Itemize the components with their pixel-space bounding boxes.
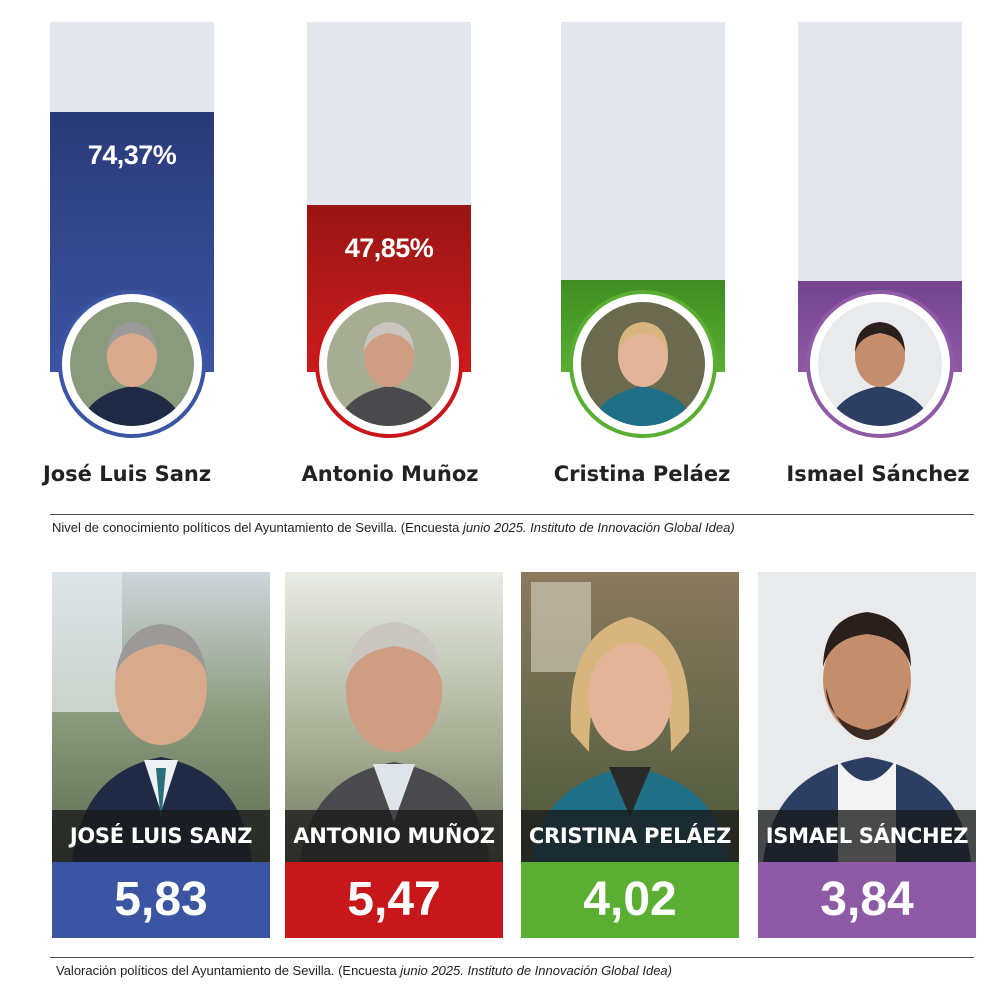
candidate-portrait [315,290,463,438]
caption-source: junio 2025. Instituto de Innovación Glob… [400,963,672,978]
candidate-name-banner: ANTONIO MUÑOZ [285,810,503,862]
candidate-name-label: Antonio Muñoz [301,462,479,486]
rating-score: 5,83 [52,862,270,938]
bar-column: 26,32% [561,0,725,470]
candidate-card: CRISTINA PELÁEZ 4,02 [521,572,739,938]
candidate-face [818,302,942,426]
chart-caption: Valoración políticos del Ayuntamiento de… [56,963,672,978]
candidate-face [70,302,194,426]
candidate-name-banner: ISMAEL SÁNCHEZ [758,810,976,862]
candidate-face [327,302,451,426]
caption-source: junio 2025. Instituto de Innovación Glob… [462,520,735,535]
candidate-name-label: Ismael Sánchez [786,462,970,486]
candidate-portrait [58,290,206,438]
candidate-card: JOSÉ LUIS SANZ 5,83 [52,572,270,938]
bar-column: 74,37% [50,0,214,470]
candidate-name-banner: JOSÉ LUIS SANZ [52,810,270,862]
bar-column: 25,94% [798,0,962,470]
candidate-name-label: Cristina Peláez [553,462,731,486]
bar-value-label: 74,37% [87,140,177,170]
rating-score: 5,47 [285,862,503,938]
divider [50,514,974,515]
bar-column: 47,85% [307,0,471,470]
chart-caption: Nivel de conocimiento políticos del Ayun… [52,520,735,535]
candidate-name-banner: CRISTINA PELÁEZ [521,810,739,862]
candidate-face [581,302,705,426]
bar-value-label: 47,85% [344,233,434,263]
candidate-name-label: José Luis Sanz [42,462,212,486]
divider [50,957,974,958]
caption-text: Nivel de conocimiento políticos del Ayun… [52,520,463,535]
caption-text: Valoración políticos del Ayuntamiento de… [56,963,401,978]
rating-score: 3,84 [758,862,976,938]
rating-score: 4,02 [521,862,739,938]
candidate-portrait [569,290,717,438]
candidate-card: ANTONIO MUÑOZ 5,47 [285,572,503,938]
candidate-portrait [806,290,954,438]
candidate-card: ISMAEL SÁNCHEZ 3,84 [758,572,976,938]
